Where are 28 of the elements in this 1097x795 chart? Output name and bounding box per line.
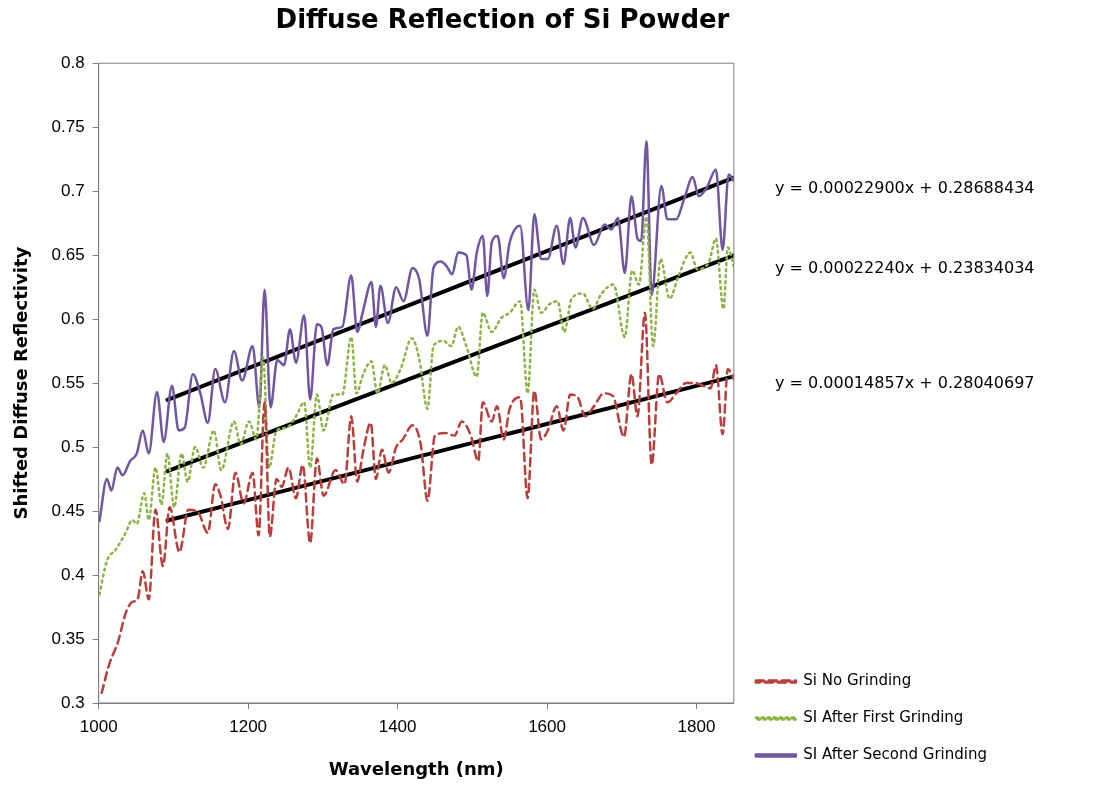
x-tick-label: 1800 [677, 716, 716, 736]
y-tick-label: 0.55 [51, 372, 85, 392]
x-axis-title: Wavelength (nm) [328, 757, 504, 779]
y-tick-label: 0.7 [61, 180, 85, 200]
y-tick-label: 0.3 [61, 692, 85, 712]
text: y = 0.00022900x + 0.28688434 [775, 178, 1035, 197]
y-tick-label: 0.5 [61, 436, 85, 456]
y-tick-label: 0.75 [51, 116, 85, 136]
legend-label: Si No Grinding [803, 671, 912, 690]
x-tick-label: 1600 [528, 716, 566, 736]
x-tick-label: 1000 [79, 716, 118, 736]
y-tick-label: 0.4 [61, 564, 85, 584]
x-tick-label: 1400 [378, 716, 417, 736]
y-tick-label: 0.45 [51, 500, 85, 520]
text: y = 0.00014857x + 0.28040697 [775, 373, 1035, 392]
chart-title: Diffuse Reflection of Si Powder [275, 4, 730, 35]
x-tick-label: 1200 [229, 716, 268, 736]
y-tick-label: 0.65 [51, 244, 85, 264]
y-tick-label: 0.6 [61, 308, 85, 328]
line-series [98, 140, 734, 523]
y-tick-label: 0.35 [51, 628, 85, 648]
line-series [98, 215, 734, 596]
y-axis-title: Shifted Diffuse Reflectivity [10, 246, 32, 520]
legend-label: SI After First Grinding [803, 708, 964, 727]
text: y = 0.00022240x + 0.23834034 [775, 258, 1035, 277]
line-series [100, 311, 734, 695]
legend-label: SI After Second Grinding [803, 745, 987, 764]
y-tick-label: 0.8 [61, 52, 85, 72]
